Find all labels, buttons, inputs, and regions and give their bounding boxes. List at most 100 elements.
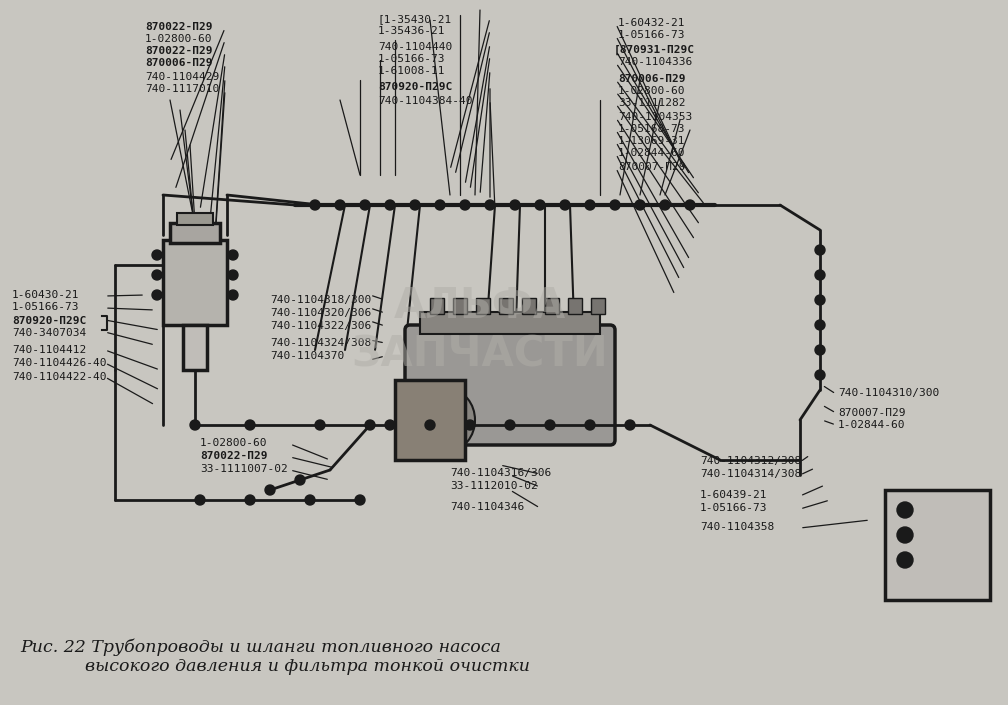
Circle shape — [152, 290, 162, 300]
Text: 740-1104346: 740-1104346 — [450, 502, 524, 512]
Circle shape — [360, 200, 370, 210]
Circle shape — [535, 200, 545, 210]
Text: 740-1104370: 740-1104370 — [270, 351, 345, 361]
Circle shape — [265, 485, 275, 495]
Bar — [430, 298, 444, 314]
Text: высокого давления и фильтра тонкой очистки: высокого давления и фильтра тонкой очист… — [85, 658, 530, 675]
Circle shape — [815, 320, 825, 330]
Text: АЛЬФА
ЗАПЧАСТИ: АЛЬФА ЗАПЧАСТИ — [352, 285, 609, 375]
Text: 870022-П29: 870022-П29 — [145, 46, 213, 56]
Circle shape — [152, 270, 162, 280]
Circle shape — [385, 420, 395, 430]
Text: 740-1104310/300: 740-1104310/300 — [838, 388, 939, 398]
Text: [870931-П29С: [870931-П29С — [614, 45, 695, 55]
Circle shape — [435, 200, 445, 210]
Circle shape — [460, 200, 470, 210]
Text: 1-05166-73: 1-05166-73 — [378, 54, 446, 64]
Text: 1-61008-11: 1-61008-11 — [378, 66, 446, 76]
Text: 740-1104426-40: 740-1104426-40 — [12, 358, 107, 368]
Text: [1-35430-21: [1-35430-21 — [378, 14, 453, 24]
Text: 740-1117010: 740-1117010 — [145, 84, 220, 94]
Text: 1-02844-60: 1-02844-60 — [618, 148, 685, 158]
Circle shape — [545, 420, 555, 430]
Text: 870022-П29: 870022-П29 — [200, 451, 267, 461]
Text: 1-02800-60: 1-02800-60 — [200, 438, 267, 448]
Bar — [395, 380, 465, 460]
Text: 33-1111282: 33-1111282 — [618, 98, 685, 108]
Bar — [177, 213, 213, 225]
Circle shape — [510, 200, 520, 210]
Circle shape — [897, 502, 913, 518]
Text: 1-60432-21: 1-60432-21 — [618, 18, 685, 28]
Circle shape — [610, 200, 620, 210]
Text: 33-1112010-02: 33-1112010-02 — [450, 481, 537, 491]
Circle shape — [485, 200, 495, 210]
Text: 1-02800-60: 1-02800-60 — [618, 86, 685, 96]
Bar — [476, 298, 490, 314]
Text: 740-1104312/308: 740-1104312/308 — [700, 456, 801, 466]
Text: 1-35436-21: 1-35436-21 — [378, 26, 446, 36]
Text: 740-3407034: 740-3407034 — [12, 328, 87, 338]
Bar — [568, 298, 582, 314]
Circle shape — [685, 200, 695, 210]
Text: 870007-П29: 870007-П29 — [838, 408, 905, 418]
Text: 870006-П29: 870006-П29 — [145, 58, 213, 68]
Text: 740-1104429: 740-1104429 — [145, 72, 220, 82]
Circle shape — [425, 420, 435, 430]
Text: 1-13069-31: 1-13069-31 — [618, 136, 685, 146]
Bar — [545, 298, 559, 314]
Bar — [170, 223, 220, 243]
Circle shape — [585, 200, 595, 210]
Circle shape — [635, 200, 645, 210]
Text: 870920-П29С: 870920-П29С — [12, 316, 87, 326]
Circle shape — [152, 250, 162, 260]
Circle shape — [365, 420, 375, 430]
Circle shape — [228, 250, 238, 260]
Bar — [499, 298, 513, 314]
Circle shape — [505, 420, 515, 430]
Text: 1-05166-73: 1-05166-73 — [700, 503, 767, 513]
Circle shape — [815, 295, 825, 305]
Circle shape — [465, 420, 475, 430]
Text: 740-1104440: 740-1104440 — [378, 42, 453, 52]
Circle shape — [385, 200, 395, 210]
Text: 1-60439-21: 1-60439-21 — [700, 490, 767, 500]
Text: 740-1104412: 740-1104412 — [12, 345, 87, 355]
Text: 1-05168-73: 1-05168-73 — [618, 124, 685, 134]
Text: 740-1104316/306: 740-1104316/306 — [450, 468, 551, 478]
Text: 1-05166-73: 1-05166-73 — [618, 30, 685, 40]
Circle shape — [410, 200, 420, 210]
Circle shape — [335, 200, 345, 210]
Bar — [522, 298, 536, 314]
Text: 740-1104314/308: 740-1104314/308 — [700, 469, 801, 479]
Circle shape — [660, 200, 670, 210]
Text: 870007-П29: 870007-П29 — [618, 162, 685, 172]
Circle shape — [228, 270, 238, 280]
Circle shape — [310, 200, 320, 210]
Text: 740-1104320/306: 740-1104320/306 — [270, 308, 371, 318]
Text: 740-1104322/306: 740-1104322/306 — [270, 321, 371, 331]
Bar — [885, 490, 990, 600]
Circle shape — [314, 420, 325, 430]
Text: 1-02844-60: 1-02844-60 — [838, 420, 905, 430]
Circle shape — [815, 345, 825, 355]
Text: 740-1104324/308: 740-1104324/308 — [270, 338, 371, 348]
Text: 740-1104318/300: 740-1104318/300 — [270, 295, 371, 305]
Circle shape — [305, 495, 314, 505]
Text: 740-1104358: 740-1104358 — [700, 522, 774, 532]
Circle shape — [897, 552, 913, 568]
Text: 1-02800-60: 1-02800-60 — [145, 34, 213, 44]
Circle shape — [245, 420, 255, 430]
Circle shape — [228, 290, 238, 300]
Bar — [420, 312, 600, 334]
Circle shape — [195, 495, 205, 505]
Text: 740-1104422-40: 740-1104422-40 — [12, 372, 107, 382]
Text: 740-1104353: 740-1104353 — [618, 112, 692, 122]
Circle shape — [355, 495, 365, 505]
Text: 1-60430-21: 1-60430-21 — [12, 290, 80, 300]
Bar — [163, 240, 227, 325]
Circle shape — [560, 200, 570, 210]
Circle shape — [625, 420, 635, 430]
Ellipse shape — [425, 390, 475, 450]
Circle shape — [245, 495, 255, 505]
